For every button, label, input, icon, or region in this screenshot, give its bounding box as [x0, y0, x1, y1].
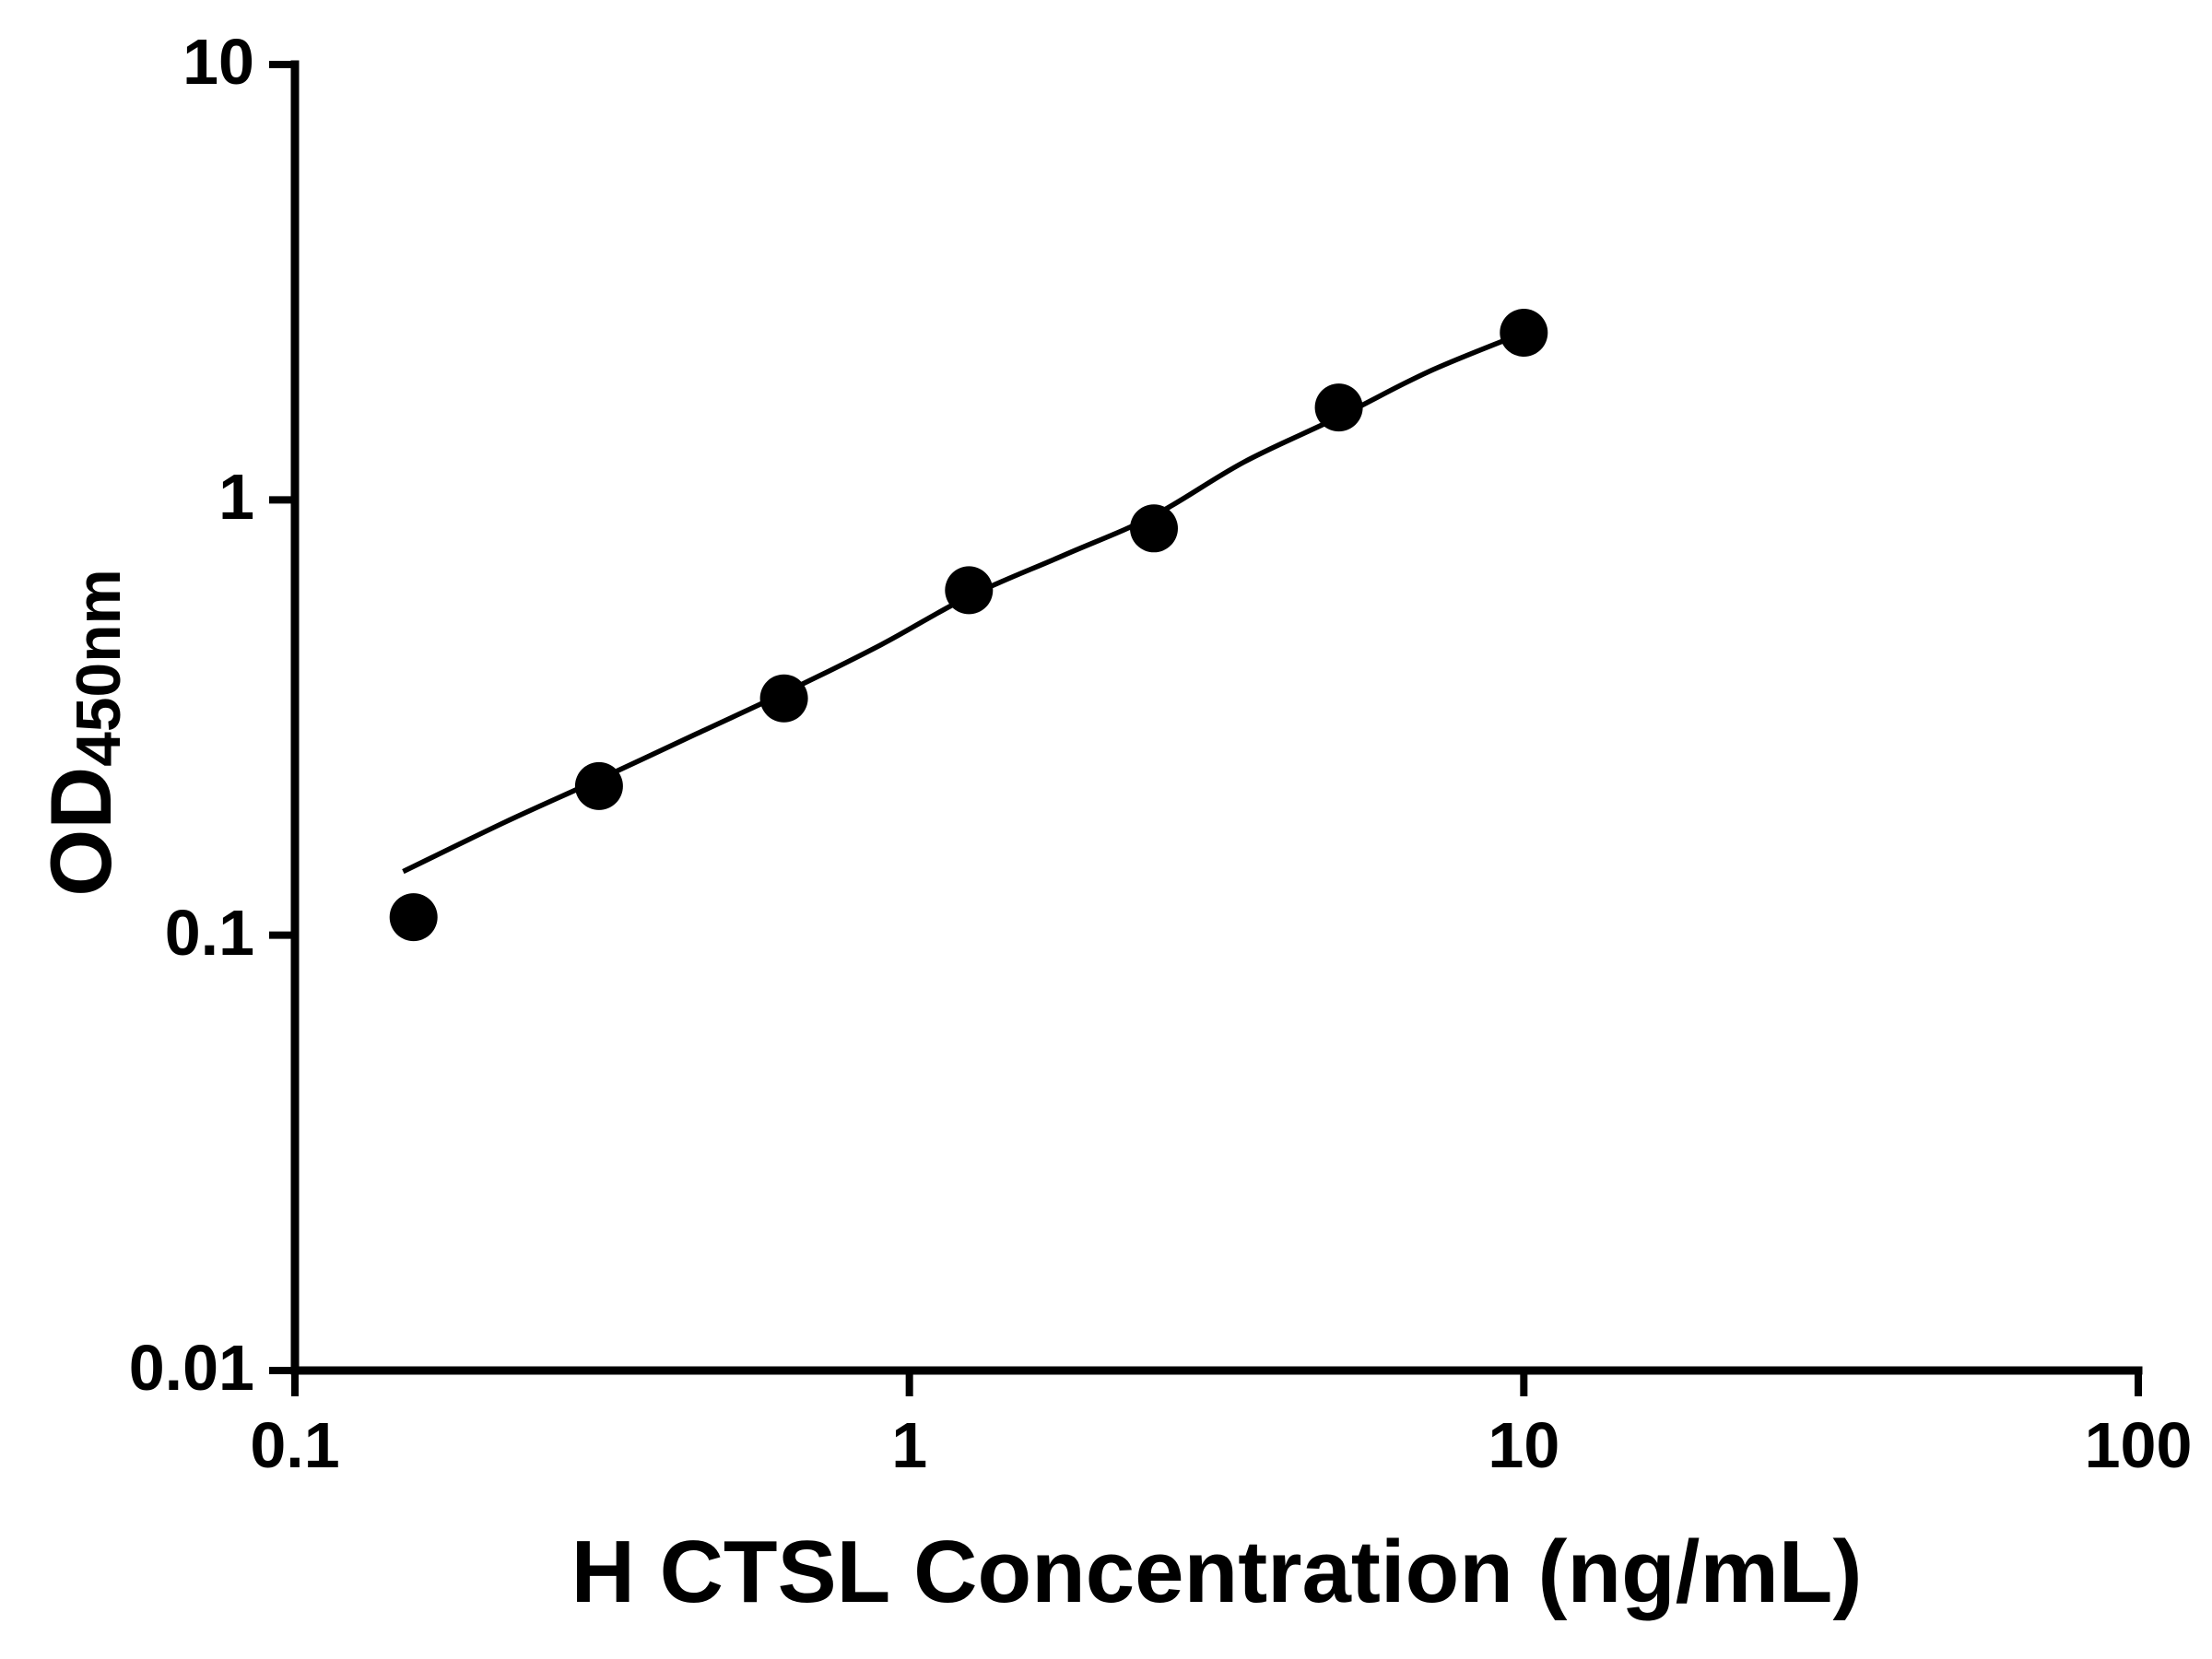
- data-point: [1500, 309, 1548, 357]
- y-tick-label: 0.01: [128, 1331, 254, 1404]
- data-point: [389, 893, 438, 942]
- data-point: [1314, 383, 1363, 432]
- x-axis-title: H CTSL Concentration (ng/mL): [571, 1523, 1863, 1621]
- y-axis-title: OD450nm: [31, 569, 135, 896]
- data-point: [759, 674, 808, 723]
- y-axis-title-main: OD: [31, 766, 129, 897]
- x-tick-label: 100: [2084, 1409, 2193, 1481]
- y-tick-label: 0.1: [164, 896, 254, 969]
- y-tick-label: 10: [182, 25, 254, 98]
- x-tick-label: 1: [891, 1409, 928, 1481]
- x-tick-label: 10: [1488, 1409, 1560, 1481]
- data-point: [574, 761, 623, 810]
- y-tick-label: 1: [218, 461, 254, 534]
- axis-spines: [290, 60, 2143, 1375]
- data-point: [945, 566, 994, 615]
- x-tick-label: 0.1: [250, 1409, 340, 1481]
- y-axis-title-subscript: 450nm: [65, 569, 135, 767]
- data-point: [1130, 504, 1178, 553]
